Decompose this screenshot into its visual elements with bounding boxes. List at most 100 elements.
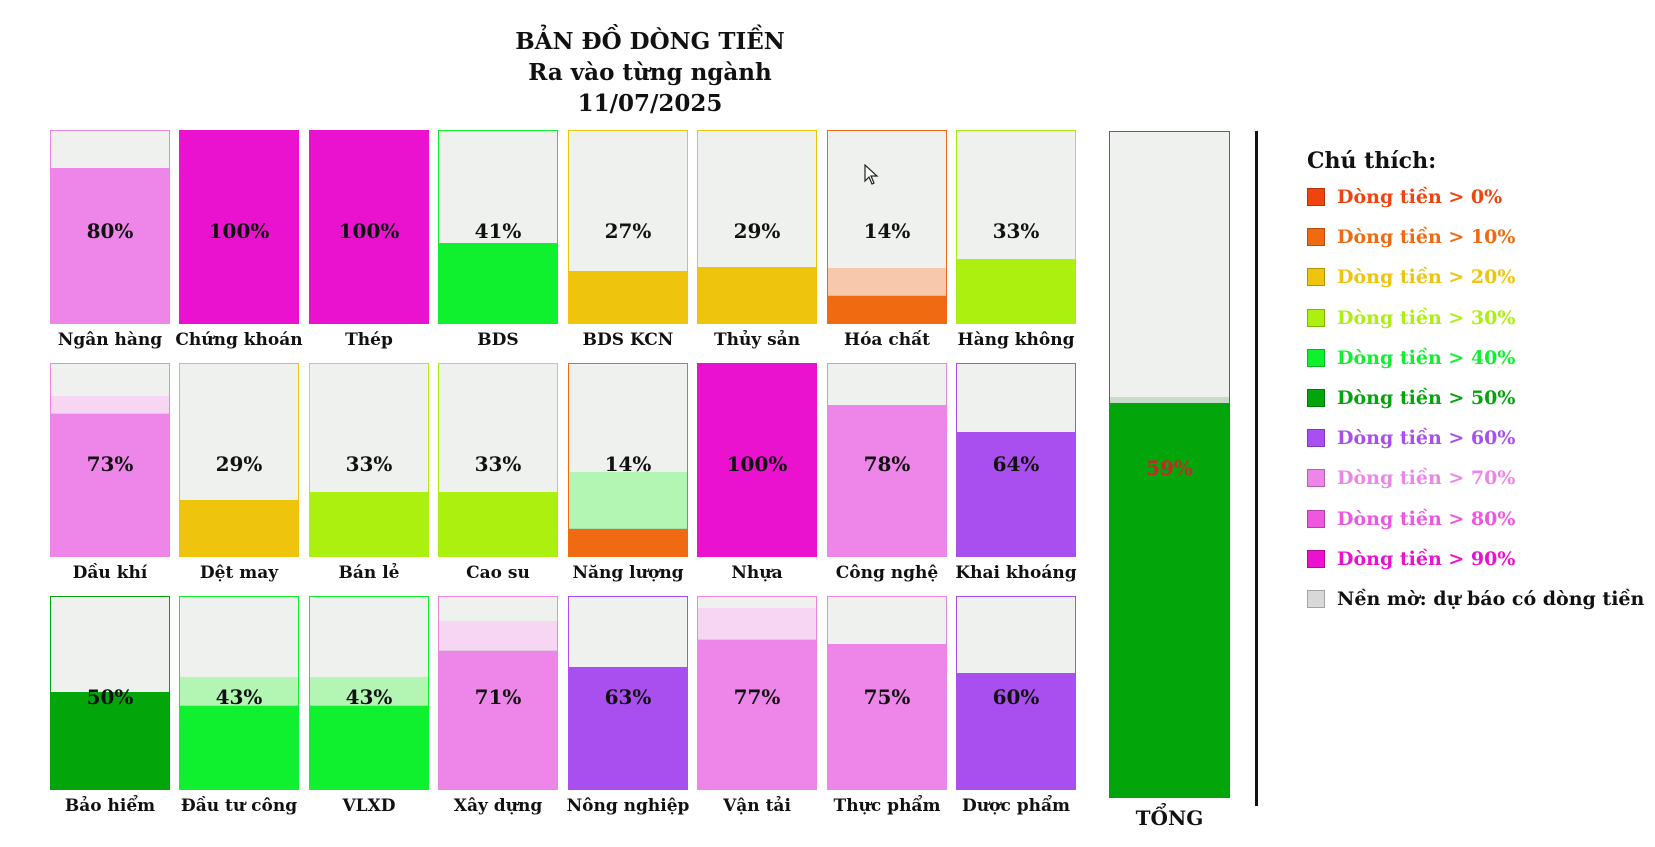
sector-percent: 29% <box>733 219 781 243</box>
sector-percent: 75% <box>863 685 911 709</box>
sector-tile: 14% <box>827 130 947 324</box>
sector-bar <box>698 639 816 789</box>
sector-label: Ngân hàng <box>57 330 163 350</box>
chart-title: BẢN ĐỒ DÒNG TIỀN Ra vào từng ngành 11/07… <box>460 26 840 119</box>
total-label: TỔNG <box>1135 806 1204 830</box>
sector-bar <box>698 364 816 556</box>
sector-percent: 33% <box>345 452 393 476</box>
sector-label: Vận tải <box>723 796 791 816</box>
sector-percent: 100% <box>726 452 788 476</box>
sector-percent: 27% <box>604 219 652 243</box>
chart-title-line-2: Ra vào từng ngành <box>528 59 772 86</box>
legend-item: Dòng tiền > 60% <box>1307 427 1515 467</box>
mouse-pointer-icon <box>864 164 879 185</box>
sector-bar <box>310 705 428 789</box>
sector-percent: 100% <box>338 219 400 243</box>
sector-tile: 33% <box>956 130 1076 324</box>
sector-label: Khai khoáng <box>955 563 1077 583</box>
sector-percent: 64% <box>992 452 1040 476</box>
sector-label: Dệt may <box>199 563 279 583</box>
sector-percent: 14% <box>604 452 652 476</box>
sector-tile: 77% <box>697 596 817 790</box>
legend-item: Dòng tiền > 0% <box>1307 186 1502 226</box>
legend-item: Dòng tiền > 50% <box>1307 387 1515 427</box>
total-percent: 59% <box>1146 456 1193 480</box>
sector-percent: 41% <box>474 219 522 243</box>
legend-swatch <box>1307 589 1325 608</box>
sector-tile: 29% <box>697 130 817 324</box>
legend-label: Nền mờ: dự báo có dòng tiền <box>1337 587 1645 610</box>
legend-item: Dòng tiền > 30% <box>1307 307 1515 347</box>
sector-bar <box>439 651 557 789</box>
sector-tile: 100% <box>309 130 429 324</box>
sector-label: Nông nghiệp <box>566 796 690 816</box>
sector-label: Cao su <box>466 563 530 583</box>
sector-bar <box>828 643 946 789</box>
legend-label: Dòng tiền > 50% <box>1337 386 1516 409</box>
chart-title-line-3: 11/07/2025 <box>577 90 723 117</box>
sector-bar <box>569 666 687 789</box>
sector-label: Thép <box>345 330 393 350</box>
total-gap <box>1110 397 1229 404</box>
sector-tile: 50% <box>50 596 170 790</box>
sector-tile: 33% <box>438 363 558 557</box>
sector-tile: 100% <box>697 363 817 557</box>
legend-label: Dòng tiền > 40% <box>1337 346 1516 369</box>
sector-bar <box>828 404 946 556</box>
sector-tile: 100% <box>179 130 299 324</box>
sector-tile: 14% <box>568 363 688 557</box>
legend-item: Dòng tiền > 10% <box>1307 226 1515 266</box>
sector-forecast-bar <box>828 267 946 296</box>
legend-swatch <box>1307 509 1325 528</box>
legend-swatch <box>1307 549 1325 568</box>
sector-label: Hàng không <box>957 330 1075 350</box>
legend-label: Dòng tiền > 80% <box>1337 507 1516 530</box>
sector-bar <box>180 131 298 323</box>
sector-tile: 64% <box>956 363 1076 557</box>
legend-label: Dòng tiền > 10% <box>1337 226 1516 249</box>
sector-bar <box>828 295 946 323</box>
legend-item: Nền mờ: dự báo có dòng tiền <box>1307 588 1644 628</box>
sector-tile: 33% <box>309 363 429 557</box>
sector-bar <box>957 672 1075 789</box>
sector-bar <box>51 414 169 556</box>
sector-tile: 43% <box>309 596 429 790</box>
sector-percent: 50% <box>86 685 134 709</box>
chart-title-line-1: BẢN ĐỒ DÒNG TIỀN <box>515 28 785 55</box>
sector-bar <box>957 431 1075 556</box>
sector-label: Chứng khoán <box>175 330 303 350</box>
sector-label: Dầu khí <box>72 563 148 583</box>
sector-tile: 71% <box>438 596 558 790</box>
sector-label: Hóa chất <box>844 330 930 350</box>
total-fill <box>1110 403 1229 797</box>
legend-label: Dòng tiền > 60% <box>1337 427 1516 450</box>
sector-label: Đầu tư công <box>180 796 298 816</box>
legend-swatch <box>1307 188 1325 206</box>
sector-bar <box>310 131 428 323</box>
sector-label: Thực phẩm <box>833 796 941 816</box>
sector-label: Thủy sản <box>713 330 801 350</box>
legend-title: Chú thích: <box>1307 148 1437 174</box>
legend-label: Dòng tiền > 0% <box>1337 186 1503 208</box>
sector-tile: 80% <box>50 130 170 324</box>
sector-forecast-bar <box>439 621 557 652</box>
legend-swatch <box>1307 469 1325 488</box>
legend-swatch <box>1307 348 1325 367</box>
sector-bar <box>569 270 687 323</box>
sector-label: Năng lượng <box>572 563 684 583</box>
sector-tile: 43% <box>179 596 299 790</box>
sector-percent: 14% <box>863 219 911 243</box>
legend: Chú thích: Dòng tiền > 0% Dòng tiền > 10%… <box>1307 148 1644 628</box>
sector-percent: 80% <box>86 219 134 243</box>
sector-bar <box>51 692 169 789</box>
sector-bar <box>51 167 169 323</box>
sector-bar <box>180 705 298 789</box>
sector-label: Công nghệ <box>835 563 939 583</box>
sector-forecast-bar <box>698 607 816 640</box>
legend-label: Dòng tiền > 20% <box>1337 266 1516 289</box>
legend-label: Dòng tiền > 30% <box>1337 306 1516 329</box>
sector-forecast-bar <box>180 677 298 706</box>
legend-item: Dòng tiền > 20% <box>1307 266 1515 306</box>
legend-item: Dòng tiền > 90% <box>1307 548 1515 588</box>
sector-percent: 43% <box>215 685 263 709</box>
